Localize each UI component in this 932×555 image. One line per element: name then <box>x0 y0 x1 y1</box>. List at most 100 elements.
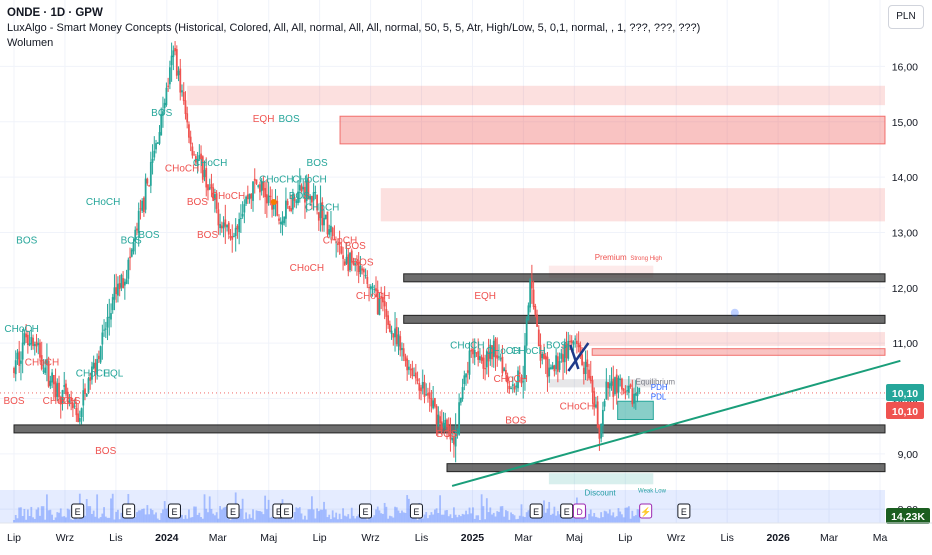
candle-body <box>586 359 589 367</box>
volume-bar <box>366 519 369 523</box>
volume-bar <box>387 518 390 523</box>
candle <box>167 77 170 92</box>
volume-bar <box>68 509 71 523</box>
candle <box>402 343 405 362</box>
structure-label: CHoCH <box>86 197 120 208</box>
candle-body <box>73 405 76 407</box>
event-marker[interactable]: E <box>409 503 423 519</box>
candle <box>494 337 497 371</box>
candle-body <box>184 100 187 115</box>
candle <box>433 397 436 409</box>
candle <box>482 346 485 380</box>
candle-body <box>378 298 381 316</box>
volume-value-label: 14,23K <box>891 511 925 523</box>
volume-bar <box>536 517 538 523</box>
candle <box>456 428 459 439</box>
event-marker[interactable]: E <box>529 503 543 519</box>
event-marker[interactable]: E <box>122 503 136 519</box>
time-tick-label: 2025 <box>461 532 485 544</box>
volume-bar <box>269 517 272 523</box>
candle <box>342 246 344 271</box>
candle <box>487 338 490 378</box>
candle <box>629 383 632 389</box>
candle <box>33 341 36 356</box>
event-marker[interactable]: E <box>167 503 181 519</box>
candle-body <box>392 333 395 338</box>
candle-body <box>617 377 620 393</box>
volume-bar <box>342 508 344 523</box>
volume-bar <box>494 516 497 523</box>
candle <box>96 353 99 380</box>
candle-body <box>272 203 275 210</box>
indicator-title[interactable]: LuxAlgo - Smart Money Concepts (Historic… <box>7 22 701 34</box>
event-marker[interactable]: E <box>560 503 574 519</box>
candle <box>473 338 476 366</box>
volume-title[interactable]: Wolumen <box>7 37 54 49</box>
volume-bar <box>264 495 267 523</box>
price-axis: 8,009,0010,0011,0012,0013,0014,0015,0016… <box>886 61 930 524</box>
candle <box>601 401 604 437</box>
volume-bar <box>570 518 573 523</box>
volume-bar <box>359 515 362 523</box>
candle-body <box>499 358 502 360</box>
volume-bar <box>94 516 97 523</box>
candle <box>633 387 635 409</box>
event-marker[interactable]: E <box>280 503 294 519</box>
volume-bar <box>110 498 112 523</box>
candle-body <box>579 345 582 357</box>
zone-supply <box>380 188 885 222</box>
candle-body <box>532 289 535 308</box>
candle <box>577 331 580 353</box>
candle <box>305 174 308 213</box>
candle <box>129 247 131 271</box>
event-marker[interactable]: ⚡ <box>639 503 653 519</box>
volume-bar <box>328 514 331 523</box>
candle <box>253 168 256 194</box>
candle-body <box>453 437 455 445</box>
event-marker[interactable]: E <box>677 503 691 519</box>
volume-bar <box>65 517 67 523</box>
volume-bar <box>449 514 452 523</box>
candle <box>336 238 339 253</box>
volume-bar <box>25 519 28 523</box>
candle <box>32 334 34 350</box>
volume-bar <box>52 519 55 523</box>
key-level <box>403 273 886 283</box>
candle <box>312 183 315 211</box>
smc-zones <box>187 85 886 485</box>
volume-bar <box>172 514 175 523</box>
volume-bar <box>300 513 303 523</box>
candle-body <box>20 360 22 364</box>
candle-body <box>395 326 398 345</box>
candle-body <box>473 349 476 358</box>
currency-button[interactable]: PLN <box>888 5 924 29</box>
candle <box>295 199 298 209</box>
candle-body <box>536 314 538 327</box>
candle-body <box>26 334 29 345</box>
candle-body <box>591 380 594 393</box>
candle <box>80 407 83 425</box>
event-marker[interactable]: E <box>71 503 85 519</box>
event-marker[interactable]: D <box>572 503 586 519</box>
candle <box>196 151 199 174</box>
annotation-label: PDL <box>651 393 667 402</box>
candle-body <box>439 416 441 424</box>
volume-bar <box>394 506 396 523</box>
candle-body <box>293 197 296 201</box>
volume-bar <box>20 507 22 523</box>
candle <box>13 366 15 378</box>
volume-bar <box>151 510 154 523</box>
symbol-title[interactable]: ONDE · 1D · GPW <box>7 7 103 19</box>
candle-body <box>401 347 403 351</box>
event-marker[interactable]: E <box>226 503 240 519</box>
event-marker[interactable]: E <box>358 503 372 519</box>
candle <box>300 183 303 193</box>
candle <box>23 329 26 346</box>
volume-bar <box>591 516 594 523</box>
candle-body <box>638 387 641 393</box>
candle-body <box>550 367 552 370</box>
candle <box>498 344 500 361</box>
candle <box>595 396 597 409</box>
